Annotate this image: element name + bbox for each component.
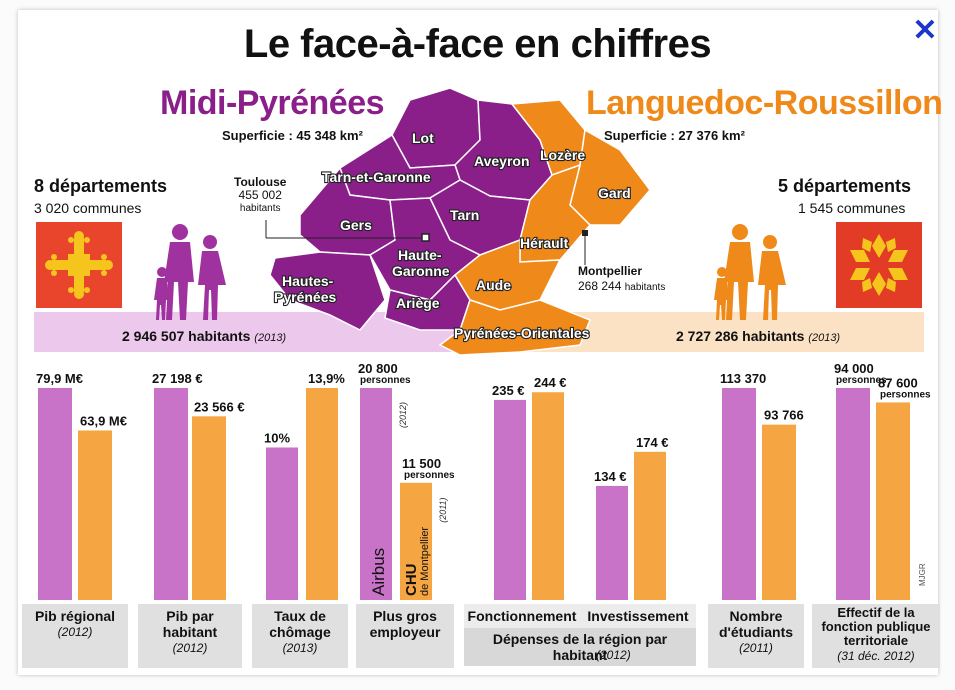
map-label-lot: Lot [412,130,434,146]
bar-label-3-1: 11 500 [402,456,441,471]
bar-6-1 [762,424,796,600]
bar-label-5-0: 134 € [594,469,627,484]
region-title-right: Languedoc-Roussillon [586,84,943,122]
map-label-tarn-et-garonne: Tarn-et-Garonne [322,169,431,185]
map-hautes-pyrenees [269,251,386,331]
bar-5-0 [596,485,628,600]
family-silhouette-right [714,224,786,320]
category-taux-chomage: Taux de chômage (2013) [252,604,348,668]
bar-unit-3-1: personnes [404,470,455,481]
communes-right: 1 545 communes [798,200,906,216]
region-title-left: Midi-Pyrénées [160,84,385,122]
category-employeur: Plus gros employeur [356,604,454,668]
bar-label-3-0: 20 800 [358,361,398,376]
languedoc-roussillon-logo [836,222,922,308]
map-label-tarn: Tarn [450,207,479,223]
page-title: Le face-à-face en chiffres [243,22,712,66]
map-label-aveyron: Aveyron [474,153,530,169]
bar-2-1 [306,388,338,600]
bar-4-1 [532,392,564,600]
bar-unit-7-1: personnes [880,389,931,400]
bar-label-0-0: 79,9 M€ [36,371,83,386]
category-etudiants: Nombre d'étudiants (2011) [708,604,804,668]
superficie-left: Superficie : 45 348 km² [222,128,363,143]
bar-1-0 [154,388,188,600]
bar-label-2-0: 10% [264,430,290,445]
occitan-cross-logo [36,222,122,308]
bar-label-5-1: 174 € [636,435,669,450]
family-silhouette-left [154,224,226,320]
toulouse-marker [421,233,430,242]
map-label-hautes-pyrenees-1: Hautes- [282,273,334,289]
bar-5-1 [634,451,666,600]
population-left: 2 946 507 habitants (2013) [122,328,287,344]
bar-4-0 [494,399,526,600]
bar-6-0 [722,388,756,600]
bar-label-0-1: 63,9 M€ [80,413,127,428]
map-label-haute-garonne-2: Garonne [392,263,450,279]
departements-right: 5 départements [778,176,912,196]
close-icon[interactable]: ✕ [912,14,938,47]
map-label-gers: Gers [340,217,372,233]
map-pyrenees-orientales [438,299,591,356]
communes-left: 3 020 communes [34,200,142,216]
map-label-aude: Aude [476,277,511,293]
bar-label-4-0: 235 € [492,383,525,398]
bar-0-1 [78,430,112,600]
toulouse-label: Toulouse 455 002 habitants [234,175,287,215]
map-label-lozere: Lozère [540,147,585,163]
map-label-pyrenees-orientales: Pyrénées-Orientales [454,325,590,341]
bar-label-7-0: 94 000 [834,361,874,376]
category-depenses-group: Fonctionnement Investissement Dépenses d… [464,604,696,666]
bar-unit-3-0: personnes [360,375,411,386]
bar-label-6-0: 113 370 [720,371,766,386]
bar-label-1-0: 27 198 € [152,371,203,386]
superficie-right: Superficie : 27 376 km² [604,128,745,143]
map-label-ariege: Ariège [396,295,440,311]
category-pib-habitant: Pib par habitant (2012) [138,604,242,668]
montpellier-marker [582,230,588,236]
employer-chu-city: de Montpellier [419,527,431,596]
bar-3-1 [400,482,432,600]
credit: MJGR [918,563,927,586]
map-label-hautes-pyrenees-2: Pyrénées [274,289,336,305]
bar-year-3-1: (2011) [438,497,448,522]
bar-label-7-1: 87 600 [878,375,918,390]
population-right: 2 727 286 habitants (2013) [676,328,841,344]
bar-label-2-1: 13,9% [308,371,345,386]
employer-chu: CHU [403,564,420,597]
departements-left: 8 départements [34,176,168,196]
depenses-year: (2012) [596,648,631,662]
bar-0-0 [38,388,72,600]
bar-7-1 [876,402,910,600]
bar-label-1-1: 23 566 € [194,399,245,414]
bar-year-3-0: (2012) [398,402,408,428]
map-label-haute-garonne-1: Haute- [398,247,442,263]
map-label-herault: Hérault [520,235,569,251]
bar-unit-7-0: personnes [836,375,887,386]
bar-label-6-1: 93 766 [764,408,804,423]
employer-airbus: Airbus [369,548,388,596]
category-fonction-publique: Effectif de la fonction publique territo… [812,604,940,668]
map-label-gard: Gard [598,185,631,201]
bar-7-0 [836,388,870,600]
category-pib-regional: Pib régional (2012) [22,604,128,668]
bar-3-0 [360,388,392,600]
population-band-left [34,312,454,352]
montpellier-label: Montpellier 268 244 habitants [578,264,666,293]
bar-2-0 [266,447,298,600]
bar-label-4-1: 244 € [534,375,567,390]
bar-1-1 [192,416,226,600]
